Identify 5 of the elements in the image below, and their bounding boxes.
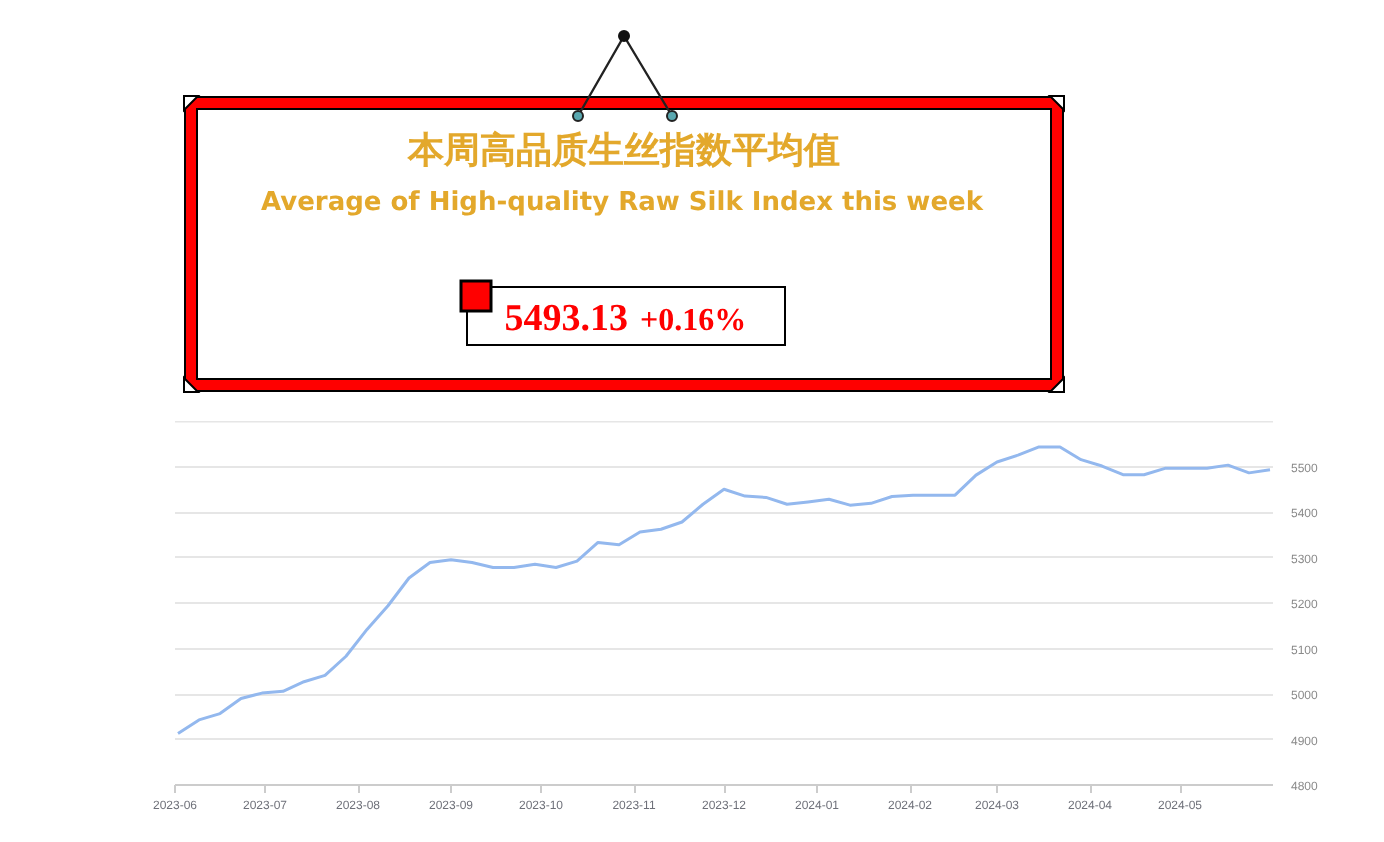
chart-title: 本周高品质生丝指数平均值 bbox=[406, 130, 840, 172]
text: +0.16% bbox=[640, 304, 747, 338]
line-series bbox=[176, 445, 1272, 736]
chart-subtitle: Average of High-quality Raw Silk Index this week bbox=[261, 188, 984, 218]
text: 5493.13 bbox=[504, 298, 628, 340]
